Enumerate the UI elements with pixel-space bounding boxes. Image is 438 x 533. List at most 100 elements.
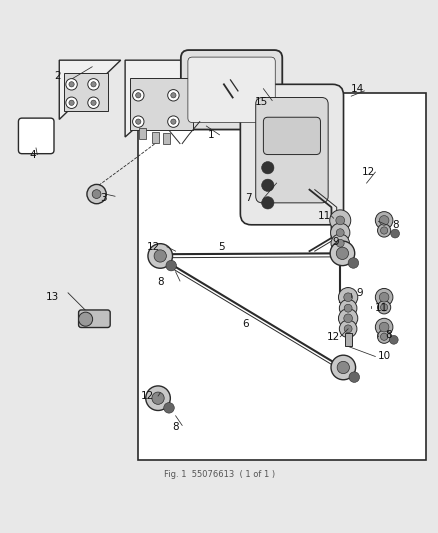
Circle shape: [261, 179, 273, 191]
Bar: [344, 333, 351, 345]
FancyBboxPatch shape: [240, 84, 343, 225]
Text: 12: 12: [326, 332, 339, 342]
Circle shape: [69, 82, 74, 87]
Circle shape: [91, 100, 96, 106]
Circle shape: [338, 309, 357, 328]
FancyBboxPatch shape: [180, 50, 282, 130]
Circle shape: [343, 325, 351, 333]
Circle shape: [374, 212, 392, 229]
Circle shape: [330, 223, 349, 243]
Text: 8: 8: [391, 220, 398, 230]
Text: 8: 8: [172, 422, 179, 432]
Text: 11: 11: [318, 211, 331, 221]
Circle shape: [377, 301, 390, 314]
Circle shape: [87, 184, 106, 204]
Bar: [129, 78, 193, 131]
Circle shape: [378, 322, 388, 332]
Circle shape: [261, 197, 273, 209]
Circle shape: [92, 190, 101, 198]
Polygon shape: [125, 60, 210, 137]
Circle shape: [336, 229, 343, 237]
Circle shape: [343, 293, 352, 302]
Text: 8: 8: [156, 277, 163, 287]
FancyBboxPatch shape: [18, 118, 54, 154]
Circle shape: [166, 260, 176, 271]
Circle shape: [380, 333, 387, 341]
Circle shape: [135, 119, 141, 124]
Circle shape: [167, 90, 179, 101]
Text: 4: 4: [29, 150, 36, 159]
Circle shape: [330, 234, 349, 253]
Polygon shape: [59, 60, 120, 119]
Circle shape: [66, 78, 77, 90]
Circle shape: [380, 227, 387, 234]
Text: 1: 1: [207, 130, 214, 140]
Circle shape: [145, 386, 170, 410]
Bar: [138, 93, 425, 459]
Circle shape: [336, 361, 349, 374]
Text: 8: 8: [384, 329, 391, 340]
Circle shape: [377, 224, 390, 237]
Bar: [163, 133, 170, 144]
Circle shape: [339, 300, 356, 317]
Text: 2: 2: [53, 70, 60, 80]
Circle shape: [380, 304, 387, 311]
Text: Fig. 1  55076613  ( 1 of 1 ): Fig. 1 55076613 ( 1 of 1 ): [163, 470, 275, 479]
Circle shape: [374, 318, 392, 336]
Circle shape: [374, 288, 392, 306]
Circle shape: [336, 239, 343, 247]
Circle shape: [69, 100, 74, 106]
Circle shape: [135, 93, 141, 98]
Text: 9: 9: [356, 288, 363, 298]
Text: 7: 7: [244, 193, 251, 204]
Text: 12: 12: [147, 242, 160, 252]
Circle shape: [152, 392, 164, 405]
Circle shape: [329, 241, 354, 265]
Circle shape: [348, 372, 359, 382]
Text: 12: 12: [140, 391, 153, 401]
Circle shape: [148, 244, 172, 268]
Bar: [152, 132, 159, 143]
Text: 11: 11: [374, 303, 388, 313]
Circle shape: [132, 90, 144, 101]
Text: 12: 12: [361, 167, 374, 177]
Circle shape: [91, 82, 96, 87]
Circle shape: [88, 78, 99, 90]
Circle shape: [378, 215, 388, 225]
Circle shape: [347, 258, 358, 268]
Text: 14: 14: [350, 84, 364, 94]
Circle shape: [336, 247, 348, 260]
Text: 13: 13: [46, 292, 59, 302]
Text: 9: 9: [332, 237, 339, 247]
FancyBboxPatch shape: [255, 98, 328, 203]
Circle shape: [338, 288, 357, 307]
Circle shape: [330, 355, 355, 379]
Bar: [139, 128, 146, 139]
FancyBboxPatch shape: [78, 310, 110, 327]
Circle shape: [170, 119, 176, 124]
Circle shape: [132, 116, 144, 127]
Circle shape: [170, 93, 176, 98]
FancyBboxPatch shape: [263, 117, 320, 155]
Text: 5: 5: [218, 242, 225, 252]
Text: 6: 6: [242, 319, 249, 328]
Circle shape: [378, 293, 388, 302]
Bar: [64, 74, 107, 111]
Circle shape: [377, 330, 390, 343]
Circle shape: [335, 216, 344, 225]
Circle shape: [339, 320, 356, 337]
Circle shape: [78, 312, 92, 326]
FancyBboxPatch shape: [187, 57, 275, 123]
Circle shape: [163, 402, 174, 413]
Text: 3: 3: [99, 193, 106, 204]
Text: 15: 15: [254, 97, 267, 107]
Circle shape: [390, 229, 399, 238]
Circle shape: [343, 304, 351, 312]
Circle shape: [261, 161, 273, 174]
Circle shape: [389, 335, 397, 344]
Circle shape: [167, 116, 179, 127]
Circle shape: [343, 314, 352, 322]
Circle shape: [66, 97, 77, 108]
Text: 10: 10: [377, 351, 390, 361]
Circle shape: [329, 210, 350, 231]
